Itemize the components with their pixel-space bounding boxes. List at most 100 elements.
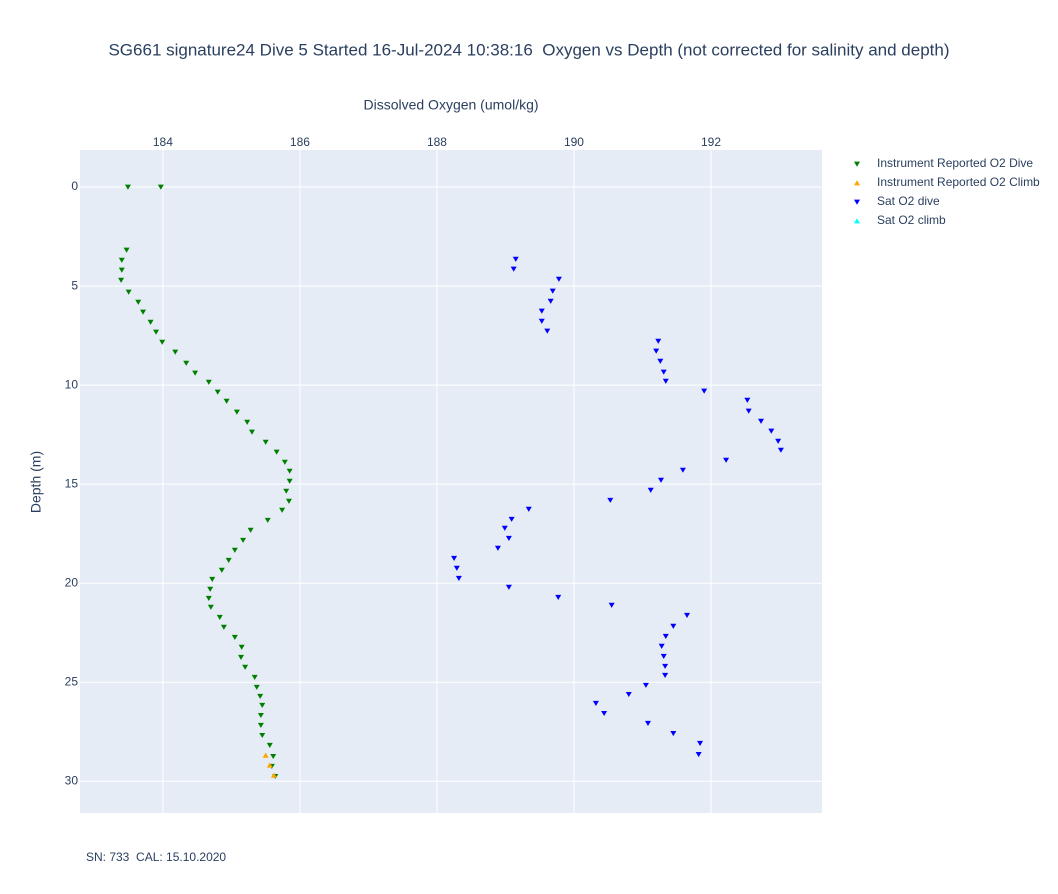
data-point xyxy=(286,468,293,474)
data-point xyxy=(286,478,293,484)
data-point xyxy=(453,565,460,571)
y-tick-label: 0 xyxy=(71,179,78,193)
data-point xyxy=(601,710,608,717)
legend-label: Sat O2 climb xyxy=(877,213,946,227)
data-point xyxy=(283,488,290,494)
data-point xyxy=(238,654,245,661)
data-point xyxy=(697,740,704,746)
data-point xyxy=(775,438,782,444)
data-point xyxy=(768,428,775,434)
data-point xyxy=(266,762,273,768)
y-tick-label: 30 xyxy=(65,773,79,787)
data-point xyxy=(510,266,517,272)
legend-symbol xyxy=(854,199,860,205)
data-point xyxy=(216,614,223,620)
data-point xyxy=(231,634,238,640)
x-tick-label: 184 xyxy=(153,135,173,149)
x-axis-title: Dissolved Oxygen (umol/kg) xyxy=(363,97,538,113)
data-point xyxy=(505,584,512,590)
data-point xyxy=(157,184,164,190)
data-point xyxy=(555,594,562,600)
data-point xyxy=(607,497,614,503)
data-point xyxy=(259,702,266,708)
data-point xyxy=(183,360,190,366)
data-point xyxy=(549,288,556,294)
legend-symbol xyxy=(854,180,860,186)
legend-symbol xyxy=(854,161,860,167)
data-point xyxy=(244,419,251,425)
data-point xyxy=(501,525,508,531)
data-point xyxy=(207,586,214,592)
legend-label: Instrument Reported O2 Dive xyxy=(877,156,1033,170)
data-point xyxy=(220,624,227,630)
data-point xyxy=(592,700,599,706)
data-point xyxy=(723,457,730,463)
data-point xyxy=(172,349,179,355)
data-point xyxy=(262,439,269,445)
y-axis-title: Depth (m) xyxy=(28,451,44,513)
data-point xyxy=(118,257,125,263)
data-point xyxy=(247,527,254,533)
data-point xyxy=(538,318,545,324)
data-point xyxy=(266,742,273,748)
data-point xyxy=(662,663,669,669)
data-point xyxy=(777,447,784,453)
data-point xyxy=(508,516,515,522)
data-point xyxy=(240,537,247,543)
data-point xyxy=(207,604,214,610)
data-point xyxy=(644,720,651,726)
data-point xyxy=(147,319,154,325)
data-point xyxy=(238,644,245,650)
legend-label: Sat O2 dive xyxy=(877,194,940,208)
data-point xyxy=(658,643,665,649)
chart-title: SG661 signature24 Dive 5 Started 16-Jul-… xyxy=(108,40,949,59)
data-point xyxy=(118,277,125,283)
y-tick-label: 15 xyxy=(65,476,79,490)
data-point xyxy=(257,712,264,719)
data-point xyxy=(140,309,147,315)
data-point xyxy=(205,379,212,385)
data-point xyxy=(118,267,125,273)
data-point xyxy=(608,602,615,608)
legend-symbol xyxy=(854,218,860,224)
data-point xyxy=(670,730,677,737)
data-point xyxy=(251,674,258,681)
data-point xyxy=(233,409,240,415)
data-point xyxy=(223,398,230,404)
data-point xyxy=(455,575,462,581)
x-tick-label: 188 xyxy=(427,135,447,149)
data-point xyxy=(745,408,752,414)
data-point xyxy=(231,547,238,553)
data-point xyxy=(205,595,212,601)
data-point xyxy=(660,369,667,375)
data-point xyxy=(270,753,277,760)
y-tick-label: 20 xyxy=(65,575,79,589)
data-point xyxy=(153,329,160,335)
x-tick-label: 190 xyxy=(564,135,584,149)
data-point xyxy=(281,459,288,465)
data-point xyxy=(647,487,654,493)
data-point xyxy=(123,247,130,253)
data-point xyxy=(642,682,649,688)
data-point xyxy=(670,623,677,629)
data-point xyxy=(662,378,669,384)
data-point xyxy=(679,467,686,473)
data-point xyxy=(525,506,532,512)
data-point xyxy=(259,732,266,739)
data-point xyxy=(218,567,225,573)
data-point xyxy=(253,684,260,690)
data-point xyxy=(684,612,691,619)
data-point xyxy=(285,498,292,504)
data-point xyxy=(257,722,264,728)
y-tick-label: 10 xyxy=(65,377,79,391)
data-point xyxy=(657,358,664,364)
data-point xyxy=(248,429,255,435)
data-point xyxy=(695,751,702,758)
data-point xyxy=(505,535,512,541)
data-point xyxy=(257,693,264,700)
data-point xyxy=(124,184,131,190)
data-point xyxy=(547,298,554,304)
data-point xyxy=(653,348,660,354)
data-point xyxy=(494,545,501,551)
